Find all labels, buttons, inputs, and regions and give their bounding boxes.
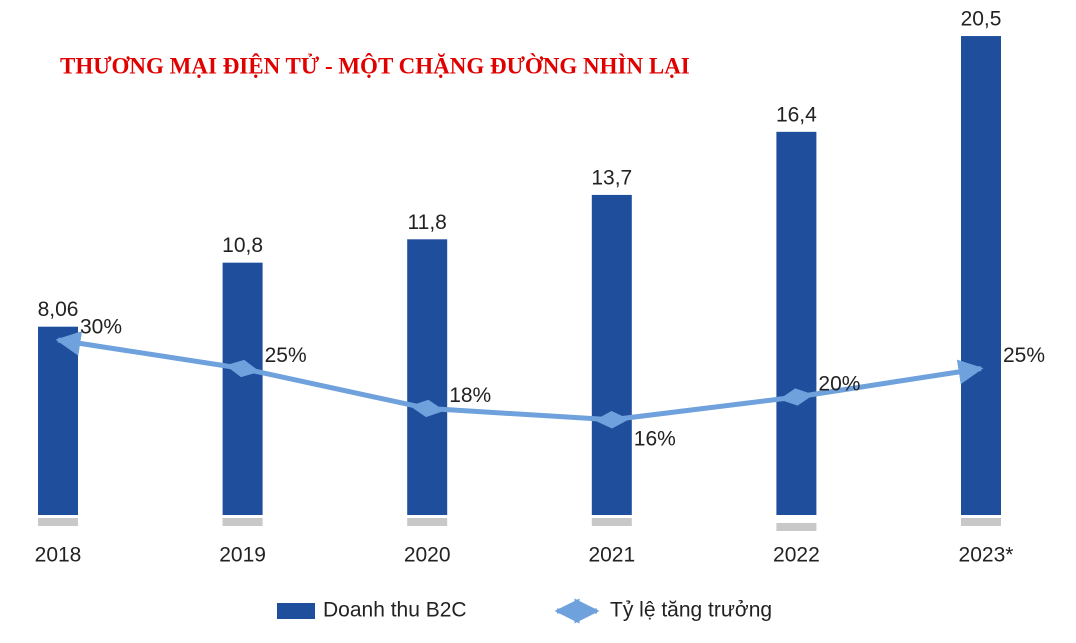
base-stub: [591, 518, 632, 526]
x-tick-label: 2019: [219, 544, 266, 567]
value-label: 30%: [80, 316, 122, 339]
legend-label: Tỷ lệ tăng trưởng: [610, 599, 772, 622]
bar: [961, 36, 1001, 515]
value-label: 20%: [818, 373, 860, 396]
value-label: 10,8: [222, 234, 263, 257]
bar: [591, 194, 632, 515]
value-label: 20,5: [961, 8, 1002, 31]
x-tick-label: 2018: [35, 544, 82, 567]
growth-line: [55, 331, 984, 429]
chart-title: THƯƠNG MẠI ĐIỆN TỬ - MỘT CHẶNG ĐƯỜNG NHÌ…: [60, 52, 690, 78]
x-tick-label: 2022: [773, 544, 820, 567]
base-stub: [776, 523, 817, 531]
legend-swatch: [277, 603, 315, 619]
bar: [776, 131, 817, 515]
legend-label: Doanh thu B2C: [323, 599, 467, 622]
value-label: 13,7: [591, 166, 632, 189]
value-label: 11,8: [408, 211, 447, 234]
value-label: 16,4: [776, 103, 817, 126]
value-label: 8,06: [38, 298, 79, 321]
bar: [38, 326, 78, 515]
base-stub: [222, 518, 263, 526]
value-label: 25%: [1003, 344, 1045, 367]
x-tick-label: 2021: [588, 544, 635, 567]
base-stub: [961, 518, 1001, 526]
base-stub: [38, 518, 78, 526]
base-stub: [407, 518, 448, 526]
bar: [407, 239, 448, 516]
value-label: 16%: [634, 427, 676, 450]
bar: [222, 262, 263, 515]
value-label: 25%: [265, 344, 307, 367]
value-label: 18%: [449, 384, 491, 407]
x-tick-label: 2023*: [959, 544, 1014, 567]
x-tick-label: 2020: [404, 544, 451, 567]
